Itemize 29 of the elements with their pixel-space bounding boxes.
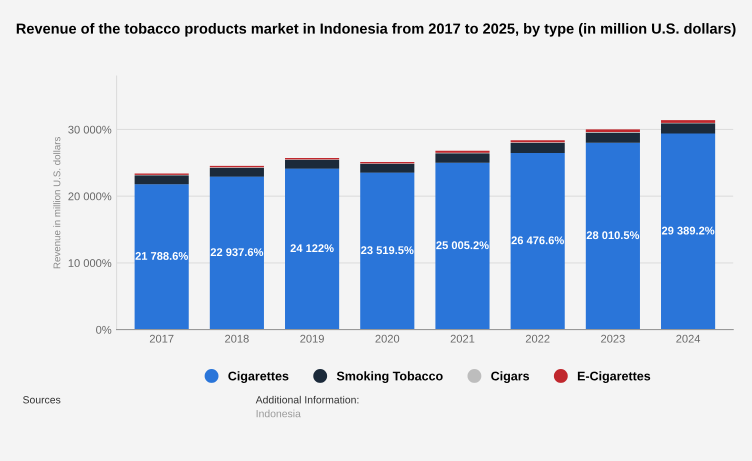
text: Sources (23, 396, 60, 404)
data-label: 28 010.5% (586, 231, 640, 240)
chart-title: Revenue of the tobacco products market in Indonesia from 2017 to 2025, by type (in million U.S. dollars) (16, 23, 736, 37)
x-tick-label: 2024 (676, 334, 700, 343)
text: Additional Information: (256, 396, 358, 404)
x-tick-label: 2023 (601, 334, 625, 343)
data-label: 26 476.6% (512, 236, 564, 244)
data-label: 23 519.5% (361, 246, 414, 254)
y-tick-label: 10 000% (68, 259, 112, 268)
x-tick-label: 2022 (526, 334, 550, 343)
data-label: 25 005.2% (436, 241, 489, 250)
data-label: 22 937.6% (210, 248, 264, 256)
y-axis-title: Revenue in million U.S. dollars (53, 136, 60, 268)
legend-label: Cigarettes (228, 371, 288, 383)
y-tick-label: 0% (96, 326, 112, 334)
x-tick-label: 2017 (150, 334, 174, 343)
x-tick-label: 2020 (375, 334, 400, 343)
legend-label: E-Cigarettes (578, 371, 650, 383)
x-tick-label: 2021 (450, 334, 474, 343)
legend-label: Smoking Tobacco (336, 371, 443, 383)
data-label: 29 389.2% (662, 226, 714, 235)
x-tick-label: 2019 (300, 334, 324, 343)
legend-label: Cigars (491, 371, 530, 383)
y-tick-label: 30 000% (68, 126, 112, 134)
x-tick-label: 2018 (225, 334, 249, 343)
data-label: 24 122% (290, 244, 334, 252)
y-tick-label: 20 000% (68, 192, 112, 200)
text: Indonesia (256, 410, 301, 418)
data-label: 21 788.6% (136, 252, 188, 260)
